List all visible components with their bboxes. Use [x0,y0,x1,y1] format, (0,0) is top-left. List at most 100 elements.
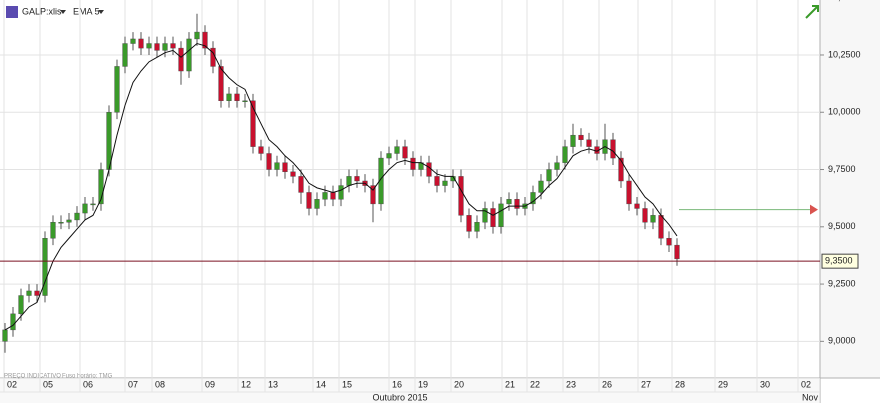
candle-body [634,203,640,209]
candle-body [402,146,408,159]
candle-body [298,176,304,193]
candle-body [410,157,416,170]
candle-body [10,313,16,331]
date-axis-panel [0,378,820,403]
candle-body [242,100,248,103]
candle-body [162,43,168,51]
candle-body [474,222,480,232]
y-tick-label: 9,0000 [828,336,856,346]
x-tick-label: 30 [760,379,770,389]
instrument-icon [6,6,18,18]
candle-body [330,192,336,200]
candle-body [74,212,80,221]
candle-body [170,43,176,49]
month-label: Nov [802,392,819,402]
candle-body [2,329,8,342]
candle-body [346,176,352,186]
candle-body [434,176,440,186]
candle-body [218,66,224,101]
candle-body [274,162,280,170]
dropdown-arrow[interactable] [60,10,66,14]
candle-body [490,208,496,228]
note: PREÇO INDICATIVO [4,374,61,380]
price-axis-panel [820,0,880,378]
x-tick-label: 28 [675,379,685,389]
instrument[interactable]: GALP:xlis [22,6,62,16]
last-price-label: 9,3500 [825,256,853,266]
candle-body [498,203,504,228]
candle-body [378,157,384,205]
candle-body [618,157,624,182]
candle-body [306,192,312,209]
x-tick-label: 12 [241,379,251,389]
candle-body [586,139,592,147]
candle-body [66,219,72,223]
candle-body [194,31,200,40]
x-tick-label: 15 [342,379,352,389]
candle-body [130,38,136,44]
candle-body [202,31,208,49]
candle-body [546,169,552,182]
y-tick-label: 10,5000 [828,0,861,2]
candle-body [626,180,632,205]
x-tick-label: 16 [392,379,402,389]
candle-body [234,93,240,101]
candle-body [578,134,584,140]
candle-body [610,139,616,159]
x-tick-label: 29 [718,379,728,389]
note: Fuso horário: TMG [62,374,113,380]
candle-body [642,208,648,223]
candle-body [258,146,264,154]
candle-body [122,43,128,67]
candle-body [538,180,544,193]
candle-body [90,203,96,206]
candle-body [98,169,104,205]
dropdown-arrow[interactable] [98,10,104,14]
candle-body [314,199,320,209]
y-tick-label: 10,0000 [828,107,861,117]
candle-body [442,180,448,186]
x-tick-label: 07 [128,379,138,389]
candle-body [138,38,144,49]
last-price-box [821,253,859,269]
y-tick-label: 9,7500 [828,164,856,174]
x-tick-label: 26 [602,379,612,389]
x-tick-label: 14 [316,379,326,389]
x-tick-label: 13 [268,379,278,389]
candle-body [322,192,328,200]
x-tick-label: 19 [418,379,428,389]
x-tick-label: 22 [530,379,540,389]
candle-body [650,215,656,223]
indicator[interactable]: EMA 5 [73,6,100,16]
candle-body [514,199,520,209]
y-tick-label: 9,5000 [828,221,856,231]
candle-body [114,66,120,113]
candle-body [570,134,576,147]
candle-body [50,222,56,239]
candle-body [482,208,488,223]
month-label: Outubro 2015 [372,392,427,402]
x-tick-label: 20 [454,379,464,389]
candle-body [58,222,64,224]
candle-body [386,153,392,159]
candle-body [458,176,464,216]
candle-body [466,215,472,232]
candle-body [186,38,192,72]
candle-body [426,162,432,177]
candle-body [530,192,536,205]
candle-body [658,215,664,239]
x-tick-label: 08 [155,379,165,389]
alert-icon [810,204,818,215]
x-tick-label: 06 [83,379,93,389]
candle-body [250,100,256,147]
candle-body [666,238,672,246]
x-tick-label: 05 [43,379,53,389]
candle-body [674,244,680,260]
candle-body [370,185,376,205]
candle-body [178,47,184,72]
x-tick-label: 21 [505,379,515,389]
candle-body [42,238,48,296]
candle-body [18,295,24,315]
